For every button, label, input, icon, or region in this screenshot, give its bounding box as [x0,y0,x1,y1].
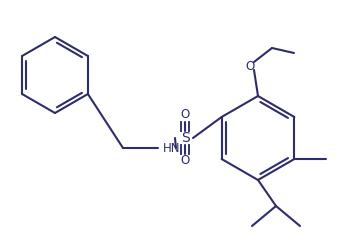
Text: O: O [180,109,190,121]
Text: HN: HN [163,142,181,154]
Text: O: O [180,154,190,168]
Text: S: S [181,131,190,145]
Text: O: O [245,59,255,73]
